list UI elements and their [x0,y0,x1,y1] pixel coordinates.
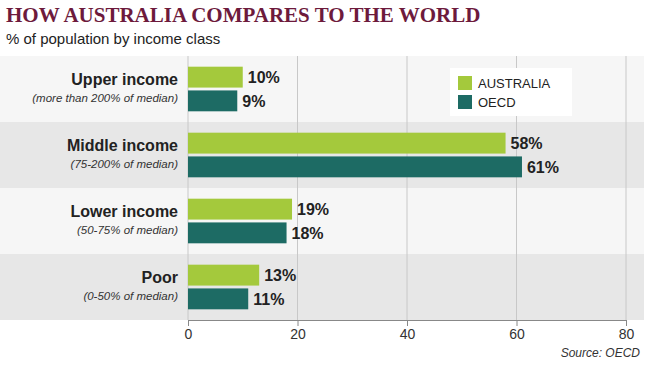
category-label: Middle income [67,137,178,154]
tick: 0 [185,320,193,342]
category-label: Poor [142,269,178,286]
bar [188,199,292,220]
chart: HOW AUSTRALIA COMPARES TO THE WORLD % of … [0,0,650,366]
tick: 20 [290,320,306,342]
grid-line [626,56,627,320]
data-label: 58% [511,135,543,152]
bar [188,67,243,88]
data-label: 10% [248,69,280,86]
data-label: 61% [527,159,559,176]
bar [188,133,506,154]
row-bands [0,56,644,320]
row-band [0,188,644,254]
grid [188,56,626,320]
bars [188,67,522,310]
category-label: Upper income [71,71,178,88]
legend-item: AUSTRALIA [458,76,551,91]
subtitle: % of population by income class [6,30,220,47]
tick: 60 [509,320,525,342]
data-label: 13% [264,267,296,284]
title: HOW AUSTRALIA COMPARES TO THE WORLD [6,3,480,27]
source: Source: OECD [561,346,641,360]
legend-item: OECD [458,95,516,110]
legend: AUSTRALIA OECD [450,68,572,116]
category-label: Lower income [70,203,178,220]
legend-swatch [458,76,472,90]
tick-label: 60 [509,326,525,342]
legend-swatch [458,95,472,109]
category-note: (0-50% of median) [83,290,178,302]
row-band [0,122,644,188]
tick-label: 20 [290,326,306,342]
tick: 40 [400,320,416,342]
legend-box [450,68,572,116]
category-note: (75-200% of median) [71,158,179,170]
category-labels: Upper income (more than 200% of median) Mi… [32,71,178,302]
bar [188,288,248,309]
grid-line [407,56,408,320]
grid-line [297,56,298,320]
legend-label: AUSTRALIA [478,76,551,91]
category-note: (more than 200% of median) [32,92,178,104]
bar [188,222,287,243]
data-label: 9% [242,93,265,110]
row-band [0,254,644,320]
bar [188,265,259,286]
bar [188,90,237,111]
data-label: 19% [297,201,329,218]
tick-label: 80 [619,326,635,342]
category-note: (50-75% of median) [77,224,178,236]
x-axis: 0 20 40 60 80 [185,320,635,342]
data-labels: 10% 58% 19% 13% 9% 61% 18% 11% [242,69,559,308]
legend-label: OECD [478,95,516,110]
tick-label: 40 [400,326,416,342]
tick: 80 [619,320,635,342]
data-label: 18% [292,225,324,242]
bar [188,156,522,177]
tick-label: 0 [185,326,193,342]
data-label: 11% [253,291,284,308]
row-band [0,56,644,122]
